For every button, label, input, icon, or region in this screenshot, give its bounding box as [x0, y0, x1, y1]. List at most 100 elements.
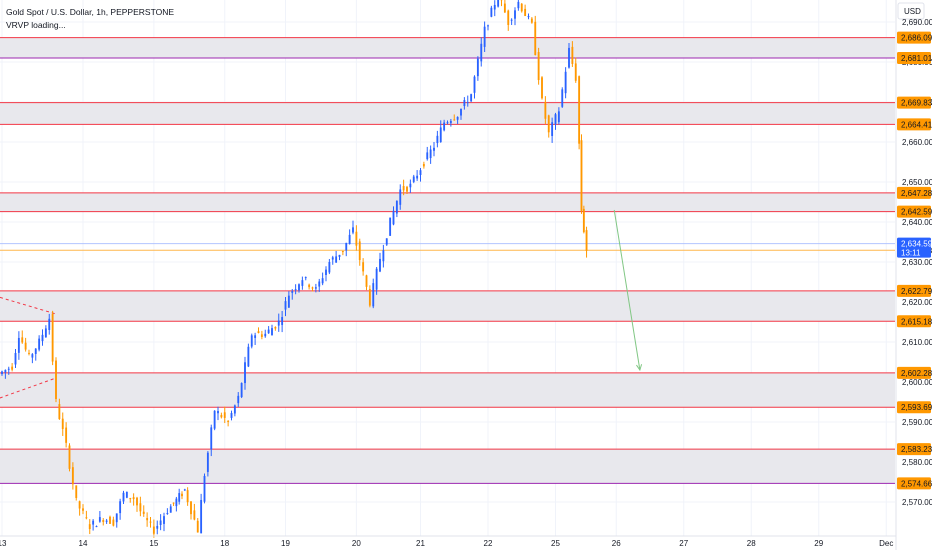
candle-body — [399, 189, 402, 205]
candle-body — [257, 331, 260, 333]
zone-fill — [0, 192, 895, 212]
price-tick-label: 2,620.00 — [902, 298, 932, 307]
level-badge — [897, 284, 931, 297]
candle-body — [341, 251, 344, 253]
candle-body — [210, 427, 213, 450]
candle-body — [115, 513, 118, 523]
candle-body — [476, 58, 479, 77]
time-tick-label: 13 — [0, 539, 7, 548]
candle-body — [233, 405, 236, 414]
price-tick-label: 2,630.00 — [902, 258, 932, 267]
time-tick-label: 15 — [149, 539, 158, 548]
level-badge — [897, 366, 931, 379]
candle-body — [132, 497, 135, 500]
candle-body — [122, 492, 125, 502]
candle-body — [335, 256, 338, 263]
candle-body — [186, 490, 189, 503]
candle-body — [24, 342, 27, 350]
candle-body — [34, 348, 37, 354]
candle-body — [48, 318, 51, 330]
candle-body — [497, 0, 500, 7]
time-tick-label: 27 — [679, 539, 688, 548]
level-badge-label: 2,681.01 — [901, 54, 932, 63]
candle-body — [466, 102, 469, 104]
currency-label: USD — [904, 7, 921, 16]
candle-body — [38, 338, 41, 350]
candle-body — [169, 506, 172, 513]
candle-body — [446, 122, 449, 124]
level-badge — [897, 477, 931, 490]
time-tick-label: 19 — [281, 539, 290, 548]
candle-body — [196, 520, 199, 533]
candle-body — [213, 410, 216, 429]
candle-body — [271, 328, 273, 336]
candle-body — [439, 127, 442, 143]
candle-body — [314, 287, 317, 289]
time-tick-label: 25 — [551, 539, 560, 548]
candle-body — [58, 404, 61, 419]
level-badge — [897, 205, 931, 218]
candle-body — [433, 147, 435, 151]
candle-body — [277, 320, 280, 326]
candle-body — [260, 334, 263, 338]
candle-body — [291, 291, 294, 293]
countdown-label: 13:11 — [901, 249, 921, 258]
candle-body — [109, 516, 111, 524]
candle-body — [21, 337, 24, 343]
candle-body — [409, 183, 412, 188]
time-tick-label: 14 — [79, 539, 88, 548]
candle-body — [551, 122, 554, 136]
candle-body — [75, 485, 78, 498]
candle-body — [230, 413, 233, 418]
candle-body — [142, 511, 145, 514]
candle-body — [365, 275, 368, 287]
price-tick-label: 2,570.00 — [902, 498, 932, 507]
level-badge — [897, 443, 931, 456]
level-badge — [897, 186, 931, 199]
candle-body — [220, 414, 223, 418]
level-badge — [897, 401, 931, 414]
time-tick-label: 22 — [484, 539, 493, 548]
candle-body — [264, 333, 267, 337]
candle-body — [178, 493, 181, 502]
projection-arrow[interactable] — [613, 209, 641, 371]
zone-fill — [0, 102, 895, 125]
time-tick-label: 29 — [814, 539, 823, 548]
currency-box[interactable] — [897, 2, 925, 20]
candle-body — [217, 411, 219, 414]
symbol-title: Gold Spot / U.S. Dollar, 1h, PEPPERSTONE — [6, 7, 175, 17]
candle-body — [379, 258, 381, 272]
candle-body — [82, 508, 84, 511]
candle-body — [223, 412, 226, 418]
candle-body — [338, 254, 341, 257]
candle-body — [375, 268, 378, 290]
candle-body — [544, 101, 547, 119]
level-badge-label: 2,615.18 — [901, 317, 932, 326]
candle-body — [146, 518, 149, 521]
candle-body — [520, 3, 523, 12]
last-price-badge — [897, 237, 931, 258]
candle-body — [203, 475, 206, 502]
level-badge-label: 2,686.09 — [901, 34, 932, 43]
level-badge-label: 2,574.66 — [901, 479, 932, 488]
level-badge — [897, 96, 931, 109]
price-axis[interactable] — [896, 0, 932, 550]
candle-body — [412, 176, 415, 182]
price-tick-label: 2,580.00 — [902, 458, 932, 467]
zone-fill — [0, 37, 895, 58]
candle-body — [422, 164, 425, 167]
candle-body — [181, 493, 183, 497]
candle-body — [136, 497, 138, 506]
candle-body — [578, 76, 581, 144]
price-tick-label: 2,590.00 — [902, 418, 932, 427]
level-badge-label: 2,647.28 — [901, 189, 932, 198]
candle-body — [493, 4, 496, 10]
zone-fill — [0, 372, 895, 408]
candle-body — [240, 383, 243, 398]
candle-body — [17, 337, 20, 353]
candle-body — [345, 242, 348, 251]
candle-body — [385, 238, 388, 245]
level-badge-label: 2,664.41 — [901, 120, 932, 129]
candle-body — [172, 502, 175, 504]
